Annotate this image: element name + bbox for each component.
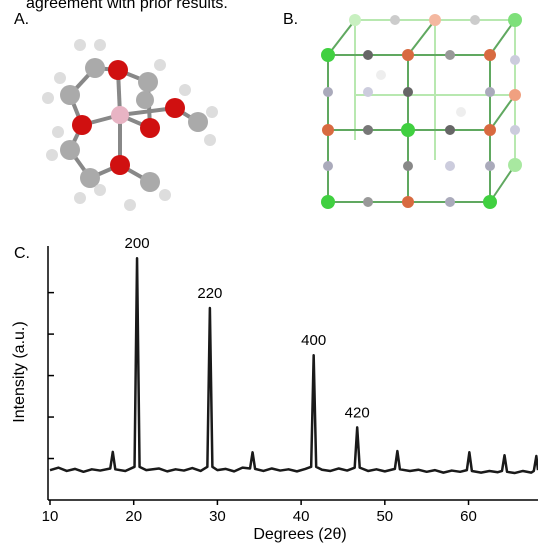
- panel-label: B.: [283, 11, 298, 28]
- x-axis-label: Degrees (2θ): [253, 526, 346, 543]
- peak-label: 200: [125, 235, 150, 252]
- molecule-atoms: [42, 39, 218, 211]
- y-axis-label: Intensity (a.u.): [11, 321, 28, 422]
- lattice-atoms: [321, 13, 522, 209]
- header-text: agreement with prior results.: [26, 0, 228, 12]
- figure-svg: agreement with prior results. A. B. C.: [0, 0, 538, 544]
- x-tick-label: 10: [42, 508, 59, 525]
- xrd-line: [50, 258, 538, 473]
- x-tick-label: 30: [209, 508, 226, 525]
- x-tick-label: 40: [293, 508, 310, 525]
- x-tick-label: 50: [376, 508, 393, 525]
- x-tick-label: 20: [125, 508, 142, 525]
- figure: agreement with prior results. A. B. C.: [0, 0, 538, 544]
- lattice-image: [328, 20, 515, 202]
- panel-label: A.: [14, 11, 29, 28]
- x-tick-label: 60: [460, 508, 477, 525]
- panel-label: C.: [14, 245, 30, 262]
- peak-label: 420: [345, 404, 370, 421]
- peak-label: 400: [301, 332, 326, 349]
- peak-label: 220: [197, 285, 222, 302]
